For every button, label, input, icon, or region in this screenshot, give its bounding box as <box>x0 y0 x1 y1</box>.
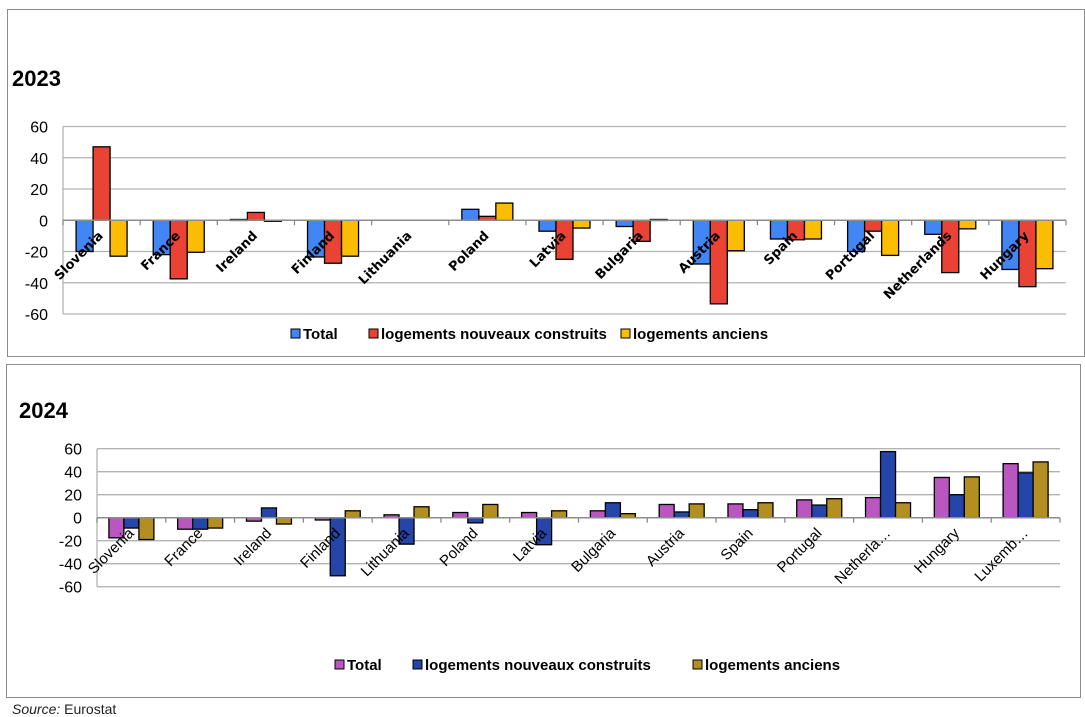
bar-slovenia-series-2 <box>138 517 155 541</box>
legend-label: logements anciens <box>633 326 768 343</box>
bar-bulgaria-series-0 <box>589 510 607 519</box>
bar-poland-series-2 <box>482 503 499 519</box>
legend-swatch <box>412 659 423 670</box>
bar-netherla-series-0 <box>864 496 882 519</box>
legend-swatch <box>290 328 301 339</box>
bar-poland-series-0 <box>452 511 469 519</box>
x-tick-label: Ireland <box>231 525 275 569</box>
legend-swatch <box>334 659 345 670</box>
bar-austria-series-0 <box>658 503 675 519</box>
x-tick-label: Portugal <box>774 525 826 577</box>
bar-hungary-series-2 <box>963 476 980 519</box>
bar-finland-series-2 <box>344 510 361 519</box>
source-note: Source: Eurostat <box>12 701 116 717</box>
legend-item: logements anciens <box>620 326 768 343</box>
x-tick-label: Luxemb… <box>971 525 1031 585</box>
y-tick-label: -20 <box>59 534 82 551</box>
bar-lithuania-series-2 <box>413 506 430 519</box>
bar-ireland-series-1 <box>260 507 278 519</box>
x-tick-label: Lithuania <box>358 524 414 580</box>
y-tick-label: -60 <box>59 580 82 597</box>
legend-swatch <box>692 659 703 670</box>
y-tick-label: 0 <box>39 213 48 230</box>
bar-netherla-series-1 <box>879 450 897 519</box>
legend-item: logements anciens <box>692 657 840 674</box>
bar-portugal-series-2 <box>826 498 843 519</box>
source-value: Eurostat <box>64 701 117 717</box>
x-tick-label: Netherla… <box>831 525 894 588</box>
bar-spain-series-0 <box>727 503 744 519</box>
bar-luxemb-series-0 <box>1002 462 1019 519</box>
bar-spain-series-1 <box>742 508 759 519</box>
source-label: Source: <box>12 701 61 717</box>
x-tick-label: Hungary <box>911 525 963 577</box>
legend-item: Total <box>290 326 338 343</box>
bar-ireland-series-2 <box>275 517 293 525</box>
legend-swatch <box>368 328 379 339</box>
y-tick-label: 20 <box>64 488 82 505</box>
bar-hungary-series-1 <box>948 494 965 519</box>
bar-france-series-2 <box>207 517 224 529</box>
bar-luxemb-series-1 <box>1017 472 1034 519</box>
legend-label: Total <box>347 657 382 674</box>
legend-label: logements anciens <box>705 657 840 674</box>
legend-label: Total <box>303 326 338 343</box>
legend-label: logements nouveaux construits <box>425 657 651 674</box>
y-tick-label: 40 <box>64 465 82 482</box>
bar-portugal-series-0 <box>796 499 813 519</box>
bar-netherla-series-2 <box>894 502 912 519</box>
y-tick-label: 60 <box>30 120 48 137</box>
bar-luxemb-series-2 <box>1032 461 1049 519</box>
legend-label: logements nouveaux construits <box>381 326 607 343</box>
y-tick-label: -20 <box>25 245 48 262</box>
legend-item: Total <box>334 657 382 674</box>
y-tick-label: 40 <box>30 151 48 168</box>
x-tick-label: Spain <box>717 525 756 564</box>
y-tick-label: -40 <box>25 276 48 293</box>
y-tick-label: -40 <box>59 557 82 574</box>
bar-spain-series-2 <box>757 502 774 519</box>
bar-austria-series-2 <box>688 503 705 519</box>
bar-hungary-series-0 <box>933 476 950 519</box>
bar-latvia-series-0 <box>520 511 538 519</box>
chart-frame-2023 <box>7 9 1085 357</box>
y-tick-label: 0 <box>73 511 82 528</box>
bar-bulgaria-series-1 <box>604 502 622 519</box>
bar-austria-series-1 <box>673 511 690 519</box>
y-tick-label: 20 <box>30 182 48 199</box>
bar-portugal-series-1 <box>811 504 828 519</box>
chart-title: 2024 <box>19 398 69 423</box>
bar-latvia-series-2 <box>550 510 568 519</box>
y-tick-label: -60 <box>25 307 48 324</box>
legend-item: logements nouveaux construits <box>412 657 651 674</box>
chart-title: 2023 <box>12 66 61 91</box>
legend-swatch <box>620 328 631 339</box>
legend-item: logements nouveaux construits <box>368 326 607 343</box>
x-tick-label: Bulgaria <box>568 524 619 575</box>
y-tick-label: 60 <box>64 442 82 459</box>
bar-poland-series-1 <box>467 517 484 524</box>
